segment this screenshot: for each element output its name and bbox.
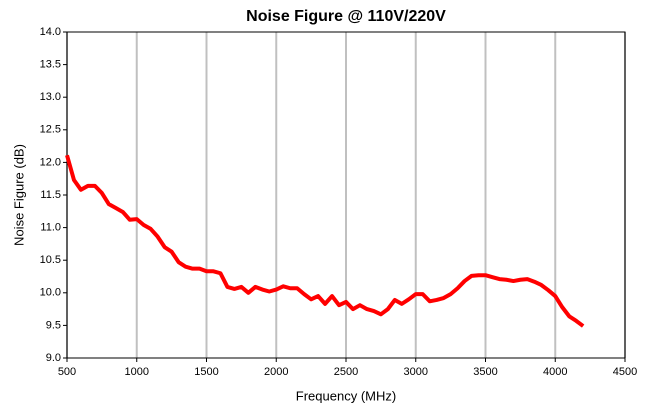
y-tick-label: 10.0 bbox=[40, 287, 61, 299]
y-tick-label: 10.5 bbox=[40, 254, 61, 266]
plot-frame bbox=[66, 31, 626, 359]
data-line bbox=[65, 154, 585, 328]
y-tick-label: 9.0 bbox=[46, 352, 61, 364]
x-tick-label: 4500 bbox=[613, 366, 637, 378]
x-tick-label: 500 bbox=[58, 366, 76, 378]
x-tick-label: 2500 bbox=[334, 366, 358, 378]
y-tick-label: 12.5 bbox=[40, 124, 61, 136]
x-axis-label: Frequency (MHz) bbox=[296, 388, 396, 403]
y-tick-label: 9.5 bbox=[46, 319, 61, 331]
x-tick-label: 3000 bbox=[404, 366, 428, 378]
y-tick-label: 11.0 bbox=[40, 222, 61, 234]
x-tick-label: 3500 bbox=[473, 366, 497, 378]
chart-title: Noise Figure @ 110V/220V bbox=[246, 8, 446, 25]
x-tick-label: 1000 bbox=[125, 366, 149, 378]
y-tick-label: 13.0 bbox=[40, 91, 61, 103]
y-tick-label: 11.5 bbox=[40, 189, 61, 201]
y-tick-label: 13.5 bbox=[40, 59, 61, 71]
y-tick-label: 14.0 bbox=[40, 26, 61, 38]
x-tick-label: 4000 bbox=[543, 366, 567, 378]
x-tick-label: 1500 bbox=[194, 366, 218, 378]
y-axis-label: Noise Figure (dB) bbox=[11, 144, 26, 246]
x-tick-label: 2000 bbox=[264, 366, 288, 378]
y-tick-label: 12.0 bbox=[40, 156, 61, 168]
